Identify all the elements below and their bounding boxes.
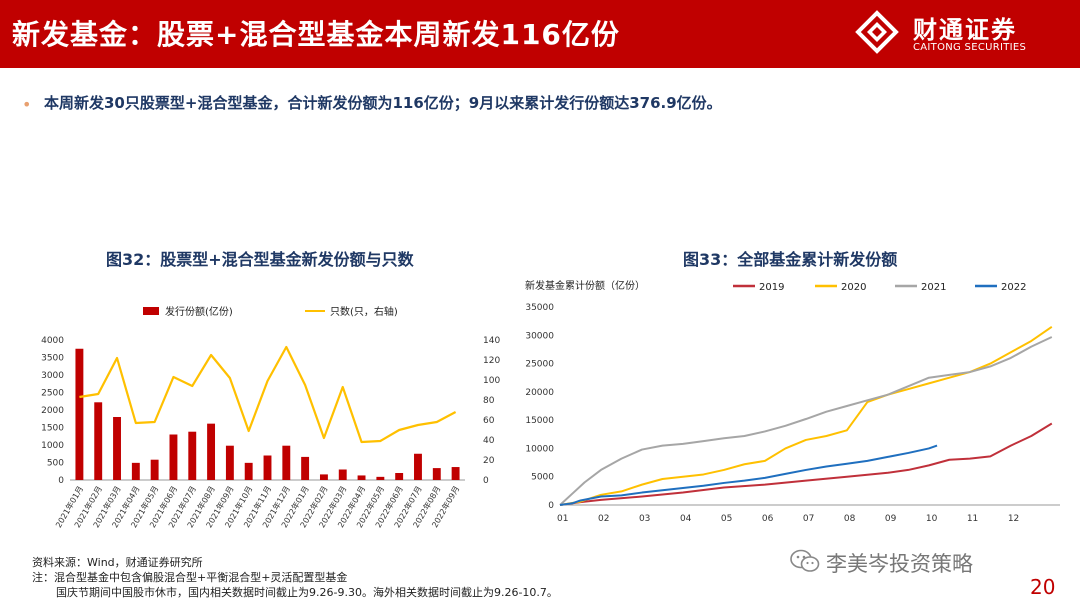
x-axis-tick-label: 10 — [926, 514, 938, 524]
series-line-2021 — [559, 336, 1053, 506]
bar-share — [451, 467, 460, 480]
right-axis-tick-label: 40 — [483, 436, 495, 446]
wechat-icon — [790, 549, 820, 572]
bar-share — [301, 456, 310, 480]
right-axis-tick-label: 140 — [483, 336, 500, 346]
series-line-2019 — [559, 422, 1053, 506]
bullet-icon: • — [22, 95, 32, 114]
legend-label-2021: 2021 — [921, 282, 946, 293]
x-axis-tick-label: 06 — [762, 514, 774, 524]
y-axis-tick-label: 30000 — [525, 331, 554, 341]
bar-share — [94, 402, 103, 480]
legend-label-2020: 2020 — [841, 282, 866, 293]
y-axis-tick-label: 20000 — [525, 388, 554, 398]
bar-share — [338, 469, 347, 480]
y-axis-tick-label: 10000 — [525, 444, 554, 454]
left-axis-tick-label: 2000 — [41, 406, 64, 416]
wechat-watermark: 李美岑投资策略 — [790, 548, 1040, 576]
page-number: 20 — [1030, 575, 1056, 599]
bar-share — [169, 434, 178, 480]
left-axis-tick-label: 1000 — [41, 441, 64, 451]
left-axis-tick-label: 3000 — [41, 371, 64, 381]
bar-share — [75, 348, 84, 480]
source-note: 资料来源：Wind，财通证券研究所 — [32, 556, 203, 569]
bar-share — [395, 473, 404, 480]
legend-label-bar: 发行份额(亿份) — [165, 305, 233, 318]
left-axis-tick-label: 1500 — [41, 424, 64, 434]
logo-mark-icon — [855, 10, 899, 54]
footnote-1: 注：混合型基金中包含偏股混合型+平衡混合型+灵活配置型基金 — [32, 571, 348, 584]
y-axis-tick-label: 15000 — [525, 416, 554, 426]
line-fund-count — [79, 345, 457, 444]
y-axis-tick-label: 5000 — [531, 473, 554, 483]
legend-label-2019: 2019 — [759, 282, 784, 293]
x-axis-tick-label: 03 — [639, 514, 650, 524]
x-axis-tick-label: 11 — [967, 514, 978, 524]
bar-share — [263, 455, 272, 480]
figure33-chart: 新发基金累计份额（亿份） 2019 2020 2021 2022 0 5000 10000 15… — [525, 279, 1060, 524]
bar-share — [432, 468, 441, 480]
left-axis-tick-label: 4000 — [41, 336, 64, 346]
x-axis-tick-label: 04 — [680, 514, 692, 524]
bar-share — [282, 445, 291, 480]
right-axis-tick-label: 60 — [483, 416, 495, 426]
x-axis-tick-label: 01 — [557, 514, 568, 524]
series-line-2020 — [559, 325, 1053, 506]
bar-share — [188, 431, 197, 480]
bar-share — [376, 476, 385, 480]
right-axis-tick-label: 20 — [483, 456, 495, 466]
x-axis-tick-label: 08 — [844, 514, 856, 524]
bar-share — [244, 462, 253, 480]
bar-share — [150, 459, 159, 480]
header-bar: 新发基金：股票+混合型基金本周新发116亿份 财通证券 CAITONG SECU… — [0, 0, 1080, 68]
bar-share — [113, 417, 121, 480]
x-axis-tick-label: 09 — [885, 514, 897, 524]
bar-share — [207, 423, 216, 480]
x-axis-tick-label: 02 — [598, 514, 609, 524]
right-axis-tick-label: 100 — [483, 376, 500, 386]
bar-share — [414, 453, 422, 480]
bar-share — [225, 445, 234, 480]
right-axis-tick-label: 0 — [483, 476, 489, 486]
bar-share — [357, 475, 366, 480]
page-title: 新发基金：股票+混合型基金本周新发116亿份 — [12, 18, 620, 51]
legend-swatch-bar — [143, 307, 159, 315]
notes-block: 资料来源：Wind，财通证券研究所 注：混合型基金中包含偏股混合型+平衡混合型+… — [32, 555, 558, 600]
series-line-2022 — [559, 444, 938, 506]
left-axis-tick-label: 3500 — [41, 354, 64, 364]
y-axis-tick-label: 0 — [548, 501, 554, 511]
x-axis-tick-label: 07 — [803, 514, 814, 524]
x-axis-tick-label: 05 — [721, 514, 732, 524]
x-axis-tick-label: 12 — [1008, 514, 1019, 524]
right-axis-tick-label: 120 — [483, 356, 500, 366]
logo-english-name: CAITONG SECURITIES — [913, 42, 1027, 53]
y-axis-tick-label: 25000 — [525, 360, 554, 370]
bar-share — [131, 462, 140, 480]
y-axis-tick-label: 35000 — [525, 303, 554, 313]
figure32-title: 图32：股票型+混合型基金新发份额与只数 — [106, 250, 414, 269]
left-axis-tick-label: 0 — [58, 476, 64, 486]
footnote-2: 国庆节期间中国股市休市，国内相关数据时间截止为9.26-9.30。海外相关数据时… — [56, 586, 558, 599]
logo-chinese-name: 财通证券 — [913, 16, 1017, 44]
bar-share — [319, 474, 328, 480]
figure33-title: 图33：全部基金累计新发份额 — [683, 250, 898, 269]
left-axis-tick-label: 500 — [47, 459, 64, 469]
left-axis-tick-label: 2500 — [41, 389, 64, 399]
summary-bullet: 本周新发30只股票型+混合型基金，合计新发份额为116亿份；9月以来累计发行份额… — [44, 94, 722, 112]
right-axis-tick-label: 80 — [483, 396, 495, 406]
legend-label-2022: 2022 — [1001, 282, 1026, 293]
company-logo: 财通证券 CAITONG SECURITIES — [855, 8, 1075, 60]
figure32-chart: 发行份额(亿份) 只数(只，右轴)050010001500200025003000… — [41, 305, 500, 529]
y-axis-title: 新发基金累计份额（亿份） — [525, 279, 645, 292]
watermark-text: 李美岑投资策略 — [826, 552, 973, 576]
legend-label-line: 只数(只，右轴) — [330, 305, 398, 318]
